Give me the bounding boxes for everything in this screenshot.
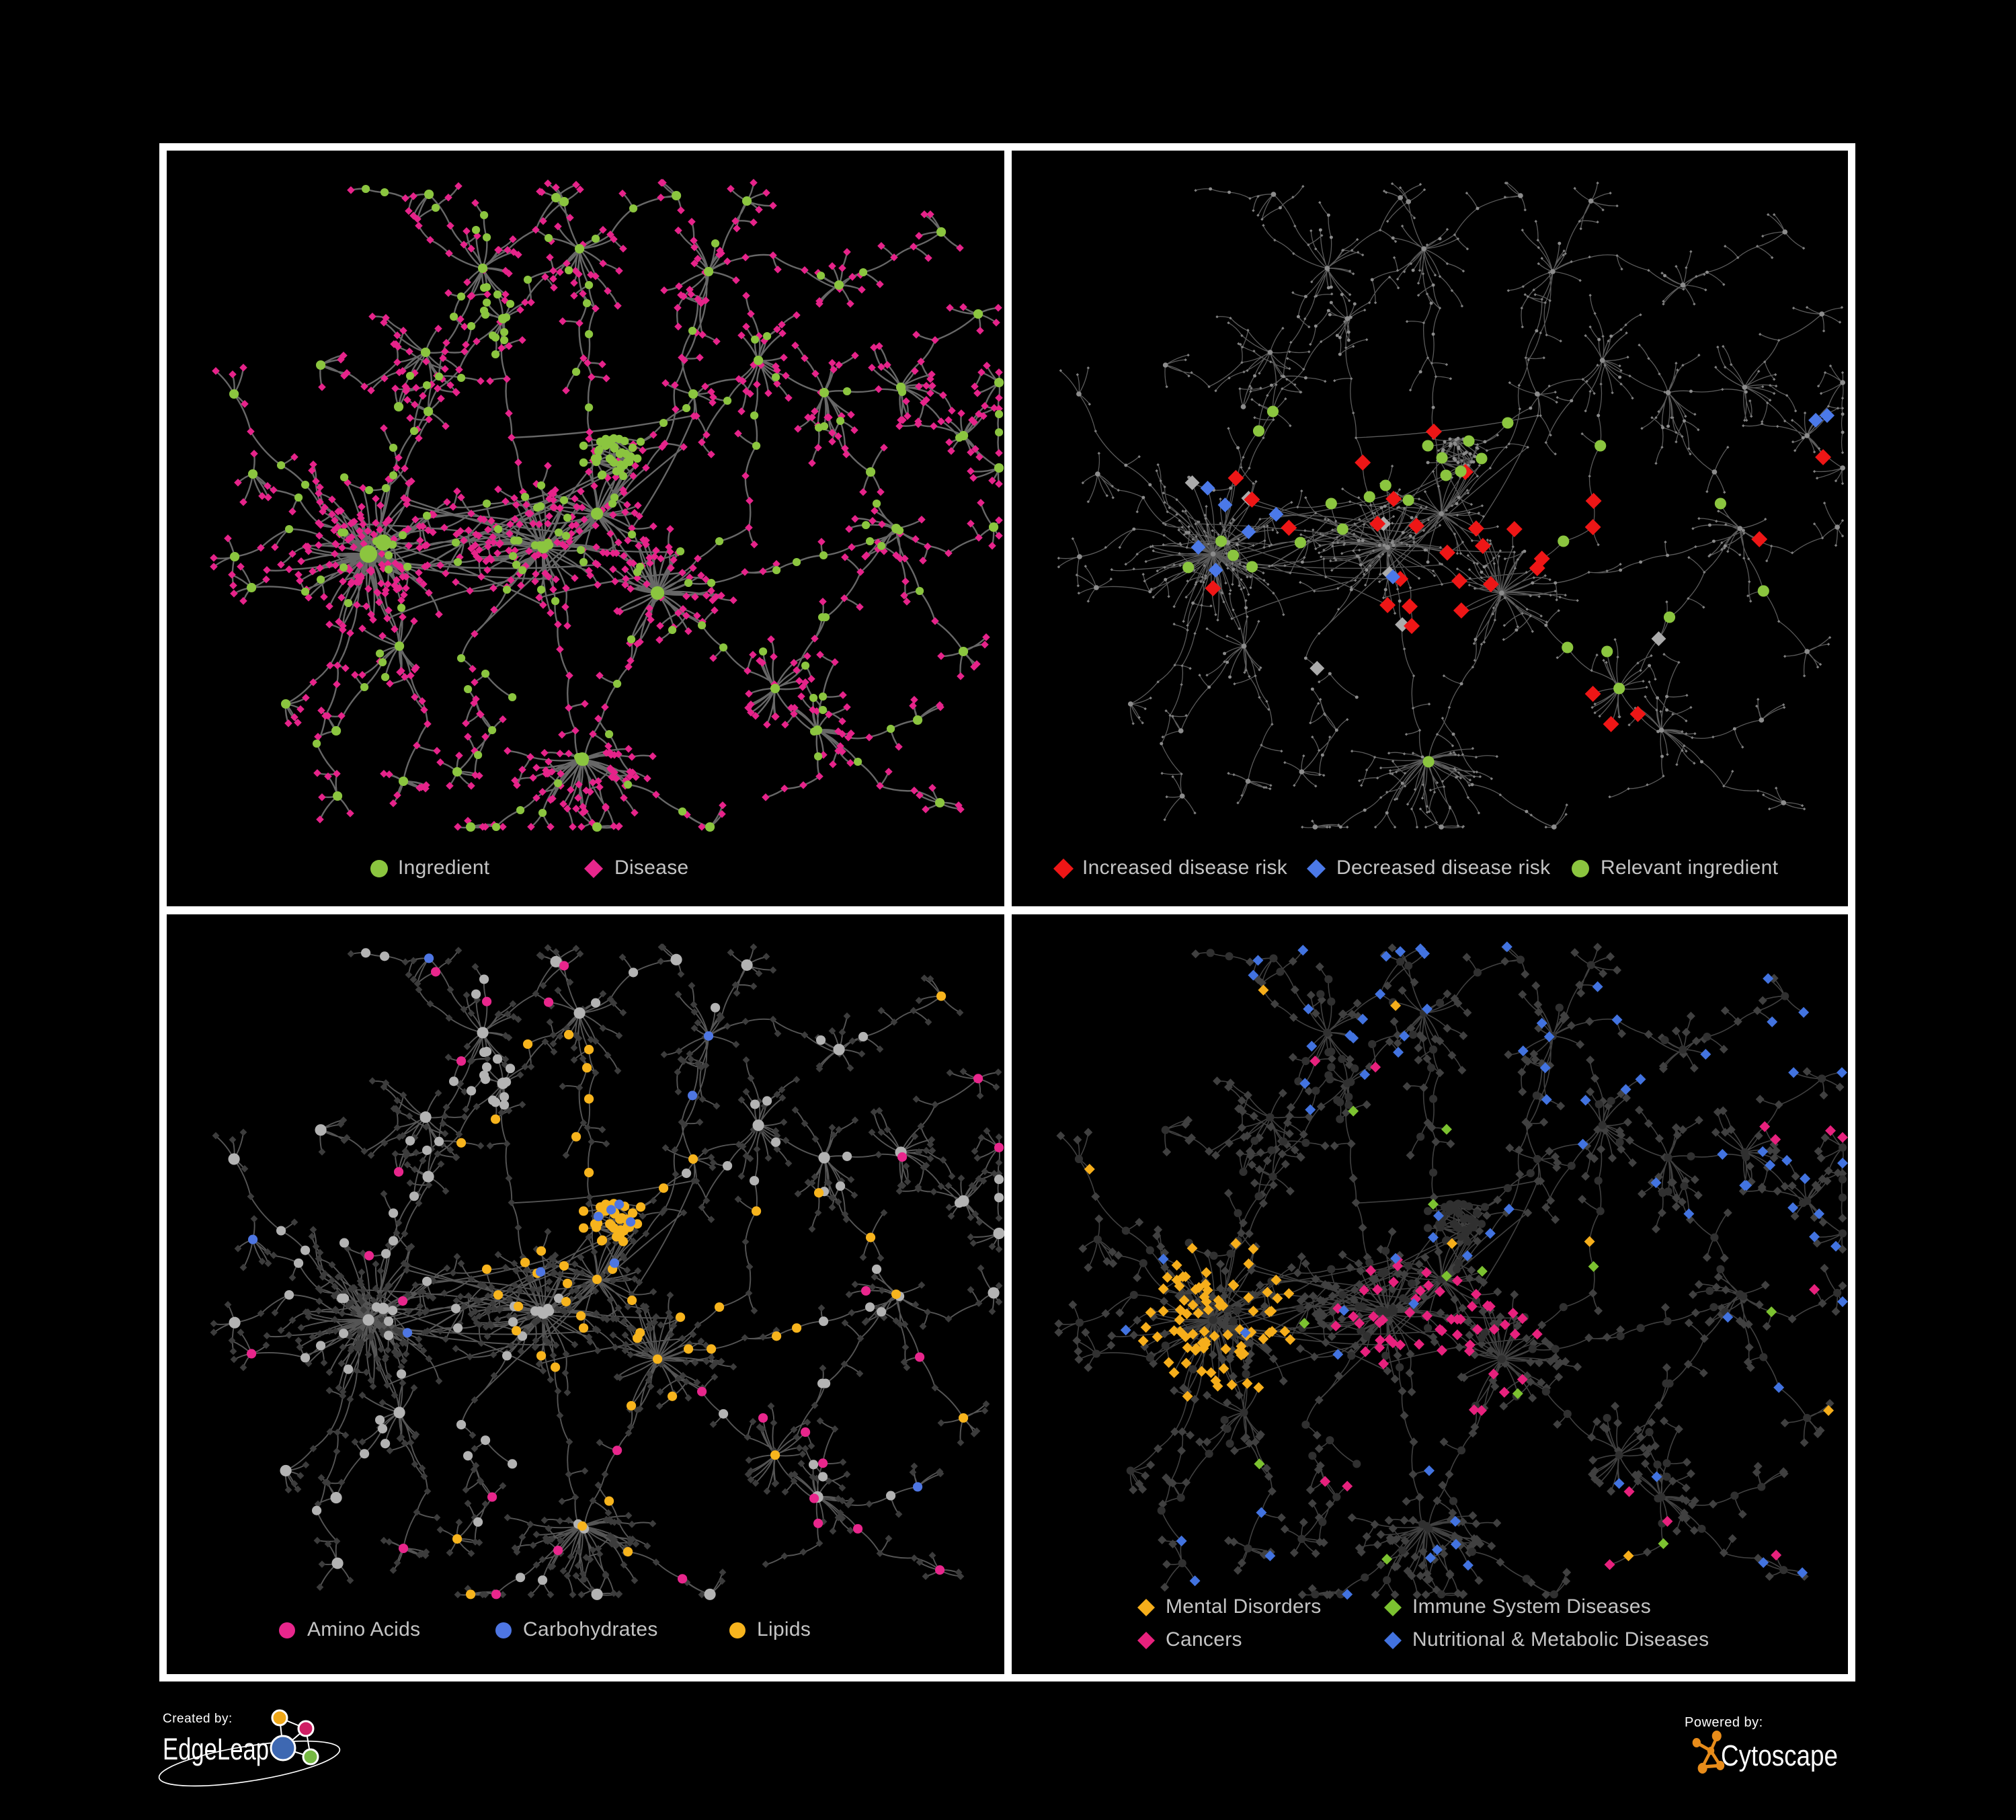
svg-text:Created by:: Created by: [163, 1712, 233, 1726]
svg-text:Powered by:: Powered by: [1685, 1715, 1763, 1730]
svg-text:Cytoscape: Cytoscape [1721, 1739, 1838, 1772]
svg-text:EdgeLeap: EdgeLeap [163, 1732, 269, 1766]
